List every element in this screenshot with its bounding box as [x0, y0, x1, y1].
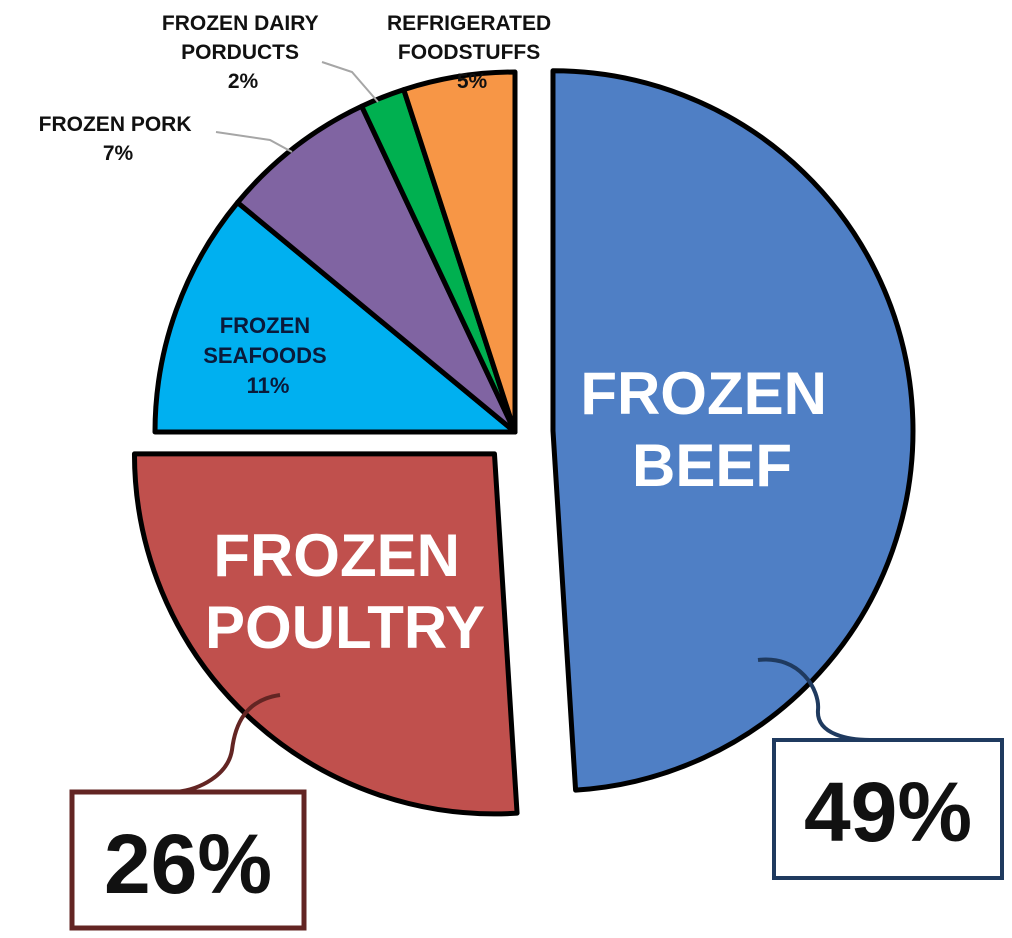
leaders-layer: [174, 61, 871, 794]
pie-slice-pork: [235, 103, 518, 435]
pie-slice-refrigerated: [401, 69, 518, 435]
callout-poultry-value: 26%: [104, 817, 272, 911]
slices-layer: [131, 68, 916, 817]
callout-beef-value: 49%: [804, 765, 972, 859]
leader-poultry: [174, 693, 281, 794]
pie-slice-seafoods: [152, 200, 518, 435]
pie-slice-beef: [550, 68, 916, 793]
callout-poultry-box: [69, 789, 307, 931]
callout-beef: 49%: [772, 738, 1004, 880]
slice-label-seafoods: FROZEN SEAFOODS 11%: [203, 313, 333, 398]
leader-dairy: [321, 61, 379, 103]
slice-label-pork: FROZEN PORK 7%: [39, 113, 198, 165]
leader-beef: [757, 657, 871, 742]
slice-label-beef: FROZEN BEEF: [580, 360, 843, 499]
callout-poultry: 26%: [69, 789, 307, 931]
slice-label-dairy: FROZEN DAIRY PORDUCTS 2%: [162, 12, 324, 93]
pie-slice-poultry: [131, 451, 520, 817]
callout-beef-box: [772, 738, 1004, 880]
slice-label-refrigerated: REFRIGERATED FOODSTUFFS 5%: [387, 12, 557, 93]
leader-pork: [215, 131, 293, 153]
slice-label-poultry: FROZEN POULTRY: [205, 522, 485, 661]
